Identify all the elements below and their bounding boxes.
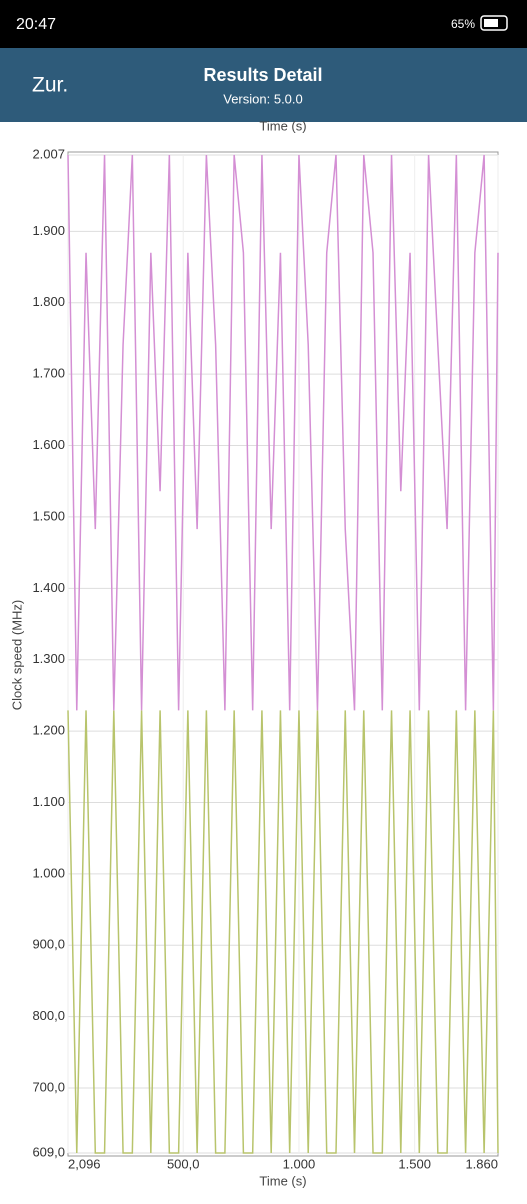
y-tick-label: 900,0 (32, 937, 65, 952)
x-axis-title: Time (s) (259, 1173, 306, 1188)
x-tick-label: 2,096 (68, 1156, 101, 1171)
y-tick-label: 1.000 (32, 865, 65, 880)
app-subtitle: Version: 5.0.0 (223, 91, 303, 106)
x-tick-label: 1.000 (283, 1156, 316, 1171)
top-caption: Time (s) (259, 118, 306, 133)
series-line (67, 710, 499, 1154)
y-tick-label: 2.007 (32, 146, 65, 161)
x-tick-label: 500,0 (167, 1156, 200, 1171)
battery-level (484, 19, 498, 27)
y-tick-label: 800,0 (32, 1008, 65, 1023)
status-bar (0, 0, 527, 48)
y-tick-label: 1.400 (32, 580, 65, 595)
battery-percent: 65% (451, 17, 475, 31)
y-tick-label: 1.700 (32, 366, 65, 381)
y-tick-label: 1.100 (32, 794, 65, 809)
app-bar (0, 48, 527, 122)
y-tick-label: 1.500 (32, 508, 65, 523)
y-tick-label: 1.200 (32, 723, 65, 738)
x-tick-label: 1.860 (465, 1156, 498, 1171)
plot: 609,0 700,0 800,0 900,0 1.000 1.100 1.200 1.300… (32, 146, 499, 1171)
status-time: 20:47 (16, 16, 56, 33)
y-tick-label: 700,0 (32, 1079, 65, 1094)
y-tick-label: 1.300 (32, 651, 65, 666)
y-axis-title: Clock speed (MHz) (9, 600, 24, 711)
battery-icon (480, 15, 508, 31)
y-tick-label: 1.900 (32, 223, 65, 238)
series-line (67, 154, 499, 711)
back-button[interactable]: Zur. (32, 74, 68, 97)
app-title: Results Detail (203, 65, 322, 85)
y-tick-label: 1.600 (32, 437, 65, 452)
y-tick-label: 609,0 (32, 1144, 65, 1159)
y-tick-label: 1.800 (32, 294, 65, 309)
x-tick-label: 1.500 (398, 1156, 431, 1171)
